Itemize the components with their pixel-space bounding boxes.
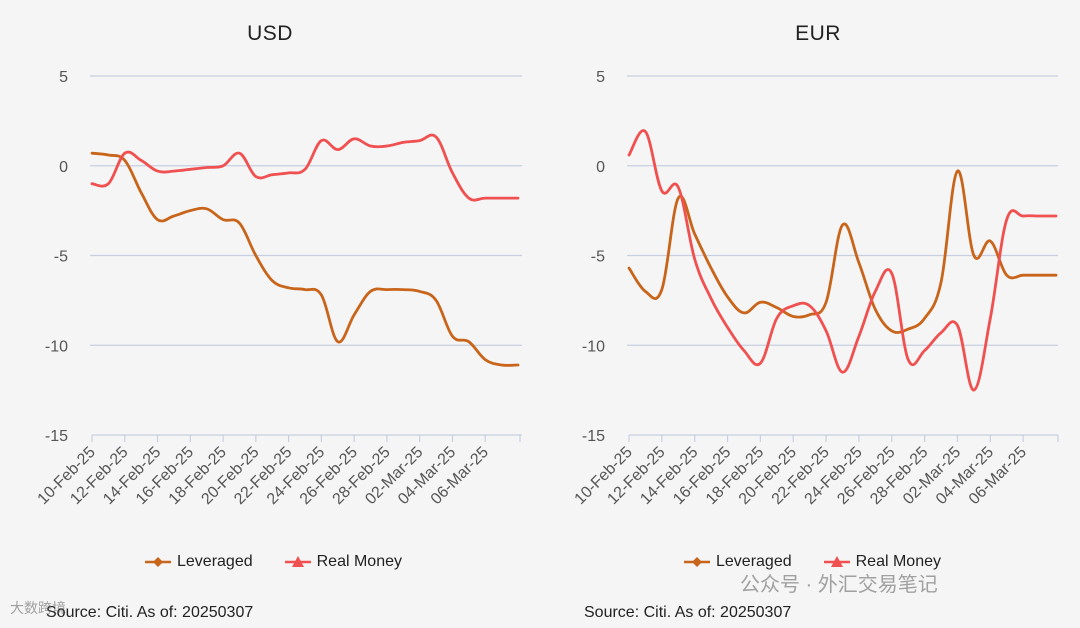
series-line-leveraged xyxy=(90,151,520,367)
chart-title: EUR xyxy=(795,22,841,45)
legend-label: Real Money xyxy=(855,553,941,570)
legend-item-real-money[interactable]: Real Money xyxy=(823,553,941,571)
y-tick-label: 5 xyxy=(596,69,605,86)
usd-chart-panel: USD 5 0 -5 -10 -15 10-Feb-25 12-Feb-25 14-Feb-2… xyxy=(10,22,522,621)
legend: Leveraged Real Money xyxy=(684,553,973,571)
source-note: Source: Citi. As of: 20250307 xyxy=(46,604,254,621)
y-tick-label: 5 xyxy=(59,69,68,86)
legend-label: Leveraged xyxy=(177,553,253,570)
y-tick-label: -15 xyxy=(45,428,68,445)
y-tick-label: 0 xyxy=(596,159,605,176)
legend-label: Real Money xyxy=(316,553,402,570)
legend-item-real-money[interactable]: Real Money xyxy=(284,553,402,571)
legend-diamond-icon xyxy=(684,557,710,567)
y-tick-label: -10 xyxy=(582,338,605,355)
eur-line-chart: 50-5-10-1510-Feb-2512-Feb-2514-Feb-2516-… xyxy=(572,69,1059,508)
legend-diamond-icon xyxy=(145,557,171,567)
eur-chart-panel: EUR 5 0 -5 -10 -15 10-Feb-25 12-Feb-25 14-Feb-2… xyxy=(540,0,1080,628)
watermark: 大数跨境 xyxy=(10,600,66,616)
legend-item-leveraged[interactable]: Leveraged xyxy=(684,553,792,571)
legend-item-leveraged[interactable]: Leveraged xyxy=(145,553,253,571)
legend: Leveraged Real Money xyxy=(145,553,434,571)
y-tick-label: 0 xyxy=(59,159,68,176)
source-note: Source: Citi. As of: 20250307 xyxy=(584,604,792,621)
chart-title: USD xyxy=(247,22,293,45)
legend-triangle-icon xyxy=(284,556,311,567)
series-line-real-money xyxy=(90,133,520,202)
usd-line-chart: 50-5-10-1510-Feb-2512-Feb-2514-Feb-2516-… xyxy=(35,69,522,508)
legend-label: Leveraged xyxy=(716,553,792,570)
series-line-real-money xyxy=(627,129,1058,392)
y-tick-label: -5 xyxy=(591,249,605,266)
y-tick-label: -10 xyxy=(45,338,68,355)
watermark: 公众号 · 外汇交易笔记 xyxy=(740,574,938,596)
series-line-leveraged xyxy=(627,169,1058,334)
legend-triangle-icon xyxy=(823,556,850,567)
y-tick-label: -5 xyxy=(54,249,68,266)
y-tick-label: -15 xyxy=(582,428,605,445)
